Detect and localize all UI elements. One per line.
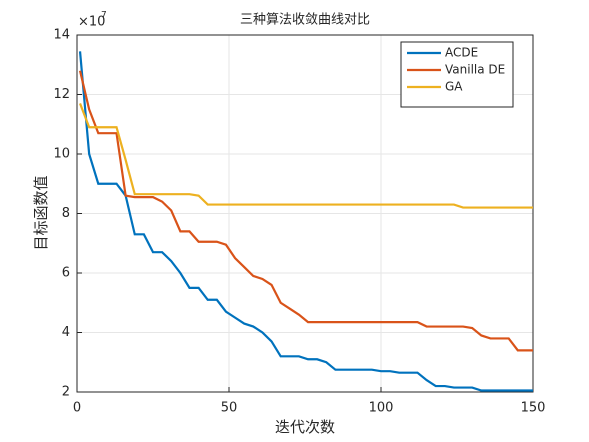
legend-label: GA	[445, 80, 463, 94]
y-tick-label: 4	[62, 325, 70, 340]
series-line	[78, 51, 533, 392]
series-line	[78, 70, 533, 352]
y-tick-label: 14	[53, 28, 70, 43]
chart-title: 三种算法收敛曲线对比	[240, 12, 370, 28]
x-axis-label: 迭代次数	[275, 418, 335, 436]
x-tick-label: 150	[521, 401, 546, 416]
y-axis-label: 目标函数值	[32, 175, 50, 250]
y-tick-label: 6	[62, 266, 70, 281]
series-line	[79, 103, 533, 209]
y-tick-label: 12	[53, 87, 70, 102]
x-tick-label: 0	[73, 401, 81, 416]
y-tick-label: 10	[53, 147, 70, 162]
plot-frame	[76, 34, 534, 393]
legend-label: ACDE	[445, 46, 478, 60]
y-tick-label: 8	[62, 206, 70, 221]
y-tick-label: 2	[62, 385, 70, 400]
x-tick-label: 50	[221, 401, 238, 416]
y-scale-label: ×10	[78, 15, 105, 30]
y-scale-exponent: 7	[101, 11, 107, 21]
x-tick-label: 100	[369, 401, 394, 416]
legend-label: Vanilla DE	[445, 63, 505, 77]
